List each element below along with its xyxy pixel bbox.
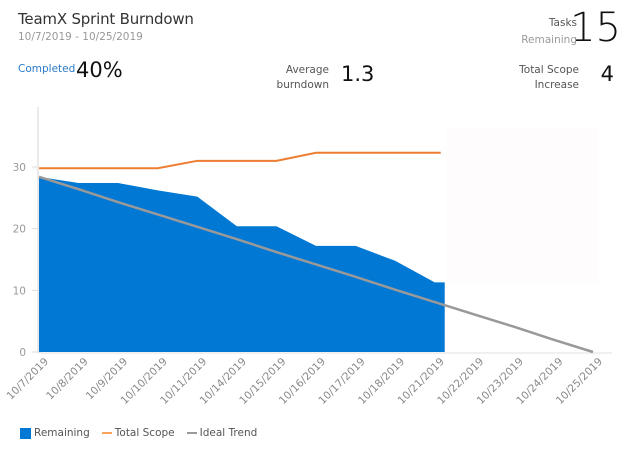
tasks-remaining-label: Tasks Remaining [521,15,577,49]
average-burndown-label: Average burndown [270,63,329,93]
y-tick-label: 30 [13,162,26,174]
remaining-swatch [20,427,31,439]
legend-label: Ideal Trend [199,427,258,439]
completed-value: 40% [76,58,123,82]
tasks-label-line1: Tasks [548,17,577,29]
tasks-remaining-value: 15 [570,5,621,51]
legend-label: Total Scope [114,427,175,439]
y-tick-label: 10 [13,285,26,297]
scope-label-line2: Increase [534,79,579,91]
avg-label-line2: burndown [276,79,329,91]
legend-label: Remaining [34,427,90,439]
average-burndown-value: 1.3 [341,62,375,86]
scope-increase-label: Total Scope Increase [519,63,579,93]
legend-item-total-scope[interactable]: Total Scope [96,427,175,439]
x-tick-label: 10/8/2019 [44,356,91,403]
scope-increase-value: 4 [600,62,614,86]
scope-label-line1: Total Scope [519,64,579,76]
legend-item-ideal-trend[interactable]: Ideal Trend [181,427,258,439]
total-scope-line [39,151,441,170]
y-tick-label: 0 [19,347,26,359]
x-tick-label: 10/7/2019 [5,356,52,403]
avg-label-line1: Average [285,64,329,76]
ideal-trend-swatch [186,432,197,434]
remaining-area [39,176,445,352]
legend-item-remaining[interactable]: Remaining [20,427,90,439]
y-tick-label: 20 [13,224,26,236]
sprint-date-range: 10/7/2019 - 10/25/2019 [18,31,143,43]
ideal-trend-line [38,175,594,354]
tasks-label-line2: Remaining [521,34,577,46]
completed-label: Completed [18,63,76,75]
future-region-shade [446,127,598,283]
chart-title: TeamX Sprint Burndown [18,10,194,28]
legend: Remaining Total Scope Ideal Trend [20,427,257,439]
total-scope-swatch [101,432,112,434]
